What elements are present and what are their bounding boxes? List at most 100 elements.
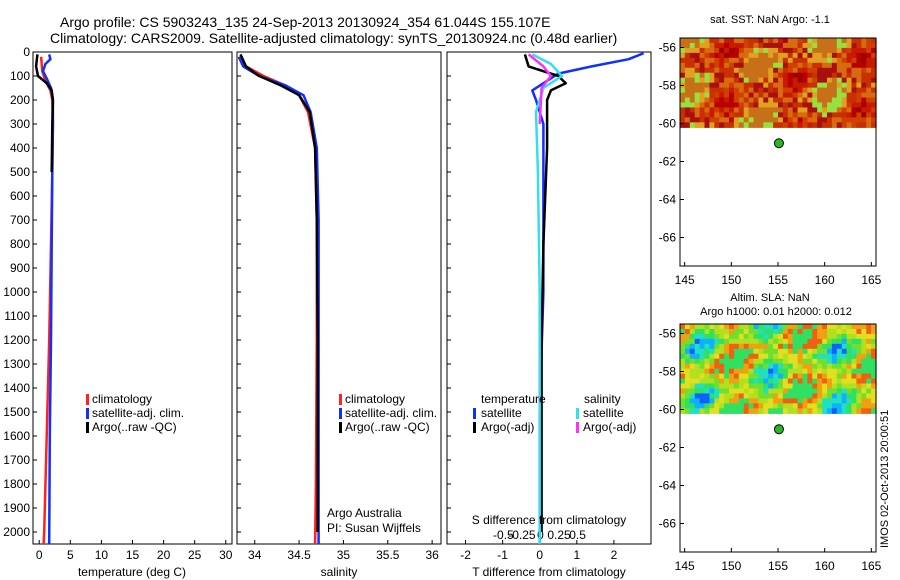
x-tick-label: 34.5 [287,548,311,562]
heat-cell [773,97,779,104]
heat-cell [753,62,759,69]
depth-tick-label: 1600 [3,429,30,443]
depth-tick-label: 900 [10,261,30,275]
heat-cell [753,82,759,89]
heat-cell [714,122,720,128]
heat-cell [787,117,794,123]
heat-cell [763,368,769,375]
heat-cell [817,62,823,69]
heat-cell [680,77,686,84]
heat-cell [738,62,745,69]
heat-cell [792,42,799,49]
heat-cell [704,378,710,385]
heat-cell [812,102,818,109]
heat-cell [812,57,818,64]
heat-cell [851,77,857,84]
depth-tick-label: 100 [10,69,30,83]
heat-cell [729,368,735,375]
heat-cell [768,38,774,44]
heat-cell [773,403,779,409]
heat-cell [871,324,877,330]
heat-cell [802,97,808,104]
heat-cell [797,102,804,109]
heat-cell [846,102,853,109]
heat-cell [871,343,877,350]
heat-cell [743,343,750,350]
heat-cell [753,408,759,414]
heat-cell [763,67,769,74]
heat-cell [753,47,759,54]
heat-cell [719,408,725,414]
profile-line-argo [523,54,567,532]
heat-cell [699,338,706,345]
map-y-tick-label: -58 [659,79,677,93]
heat-cell [792,343,799,350]
heat-cell [797,92,804,99]
heat-cell [684,333,691,340]
heat-cell [724,393,730,400]
heat-cell [748,363,755,370]
heat-cell [773,408,779,414]
heat-cell [689,62,696,69]
heat-cell [851,107,857,114]
heat-cell [817,393,823,400]
heat-cell [768,408,774,414]
heat-cell [738,373,745,380]
heat-cell [699,107,706,114]
heat-cell [807,324,813,330]
heat-cell [748,62,755,69]
heat-cell [836,77,843,84]
heat-cell [714,52,720,59]
heat-cell [812,358,818,365]
heat-cell [807,353,813,360]
heat-cell [694,358,701,365]
sla-map-border [679,323,877,553]
heat-cell [797,117,804,123]
heat-cell [871,87,877,94]
heat-cell [817,117,823,123]
heat-cell [856,122,862,128]
heat-cell [778,378,784,385]
heat-cell [743,333,750,340]
heat-cell [699,97,706,104]
heat-cell [773,57,779,64]
heat-cell [822,363,828,370]
heat-cell [748,348,755,355]
heat-cell [841,42,848,49]
heat-cell [704,348,710,355]
heat-cell [836,82,843,89]
heat-cell [856,324,862,330]
legend-label-climatology: climatology [345,392,405,406]
heat-cell [812,97,818,104]
heat-cell [704,72,710,79]
heat-cell [719,343,725,350]
heat-cell [733,52,740,59]
heat-cell [871,72,877,79]
heat-cell [753,38,759,44]
heat-cell [699,72,706,79]
heat-cell [836,388,843,395]
heat-cell [782,333,789,340]
heat-cell [822,373,828,380]
heat-cell [743,358,750,365]
heat-cell [714,72,720,79]
heat-cell [714,373,720,380]
heat-cell [738,328,745,335]
heat-cell [684,398,691,404]
heat-cell [714,102,720,109]
heat-cell [699,87,706,94]
header-line-2: Climatology: CARS2009. Satellite-adjuste… [50,30,617,46]
depth-tick-label: 1000 [3,285,30,299]
heat-cell [831,117,838,123]
heat-cell [792,363,799,370]
heat-cell [714,363,720,370]
heat-cell [699,368,706,375]
heat-cell [807,403,813,409]
heat-cell [787,107,794,114]
depth-tick-label: 1300 [3,357,30,371]
heat-cell [861,112,867,118]
heat-cell [719,72,725,79]
legend-salinity-title: salinity [584,392,621,406]
heat-cell [719,358,725,365]
